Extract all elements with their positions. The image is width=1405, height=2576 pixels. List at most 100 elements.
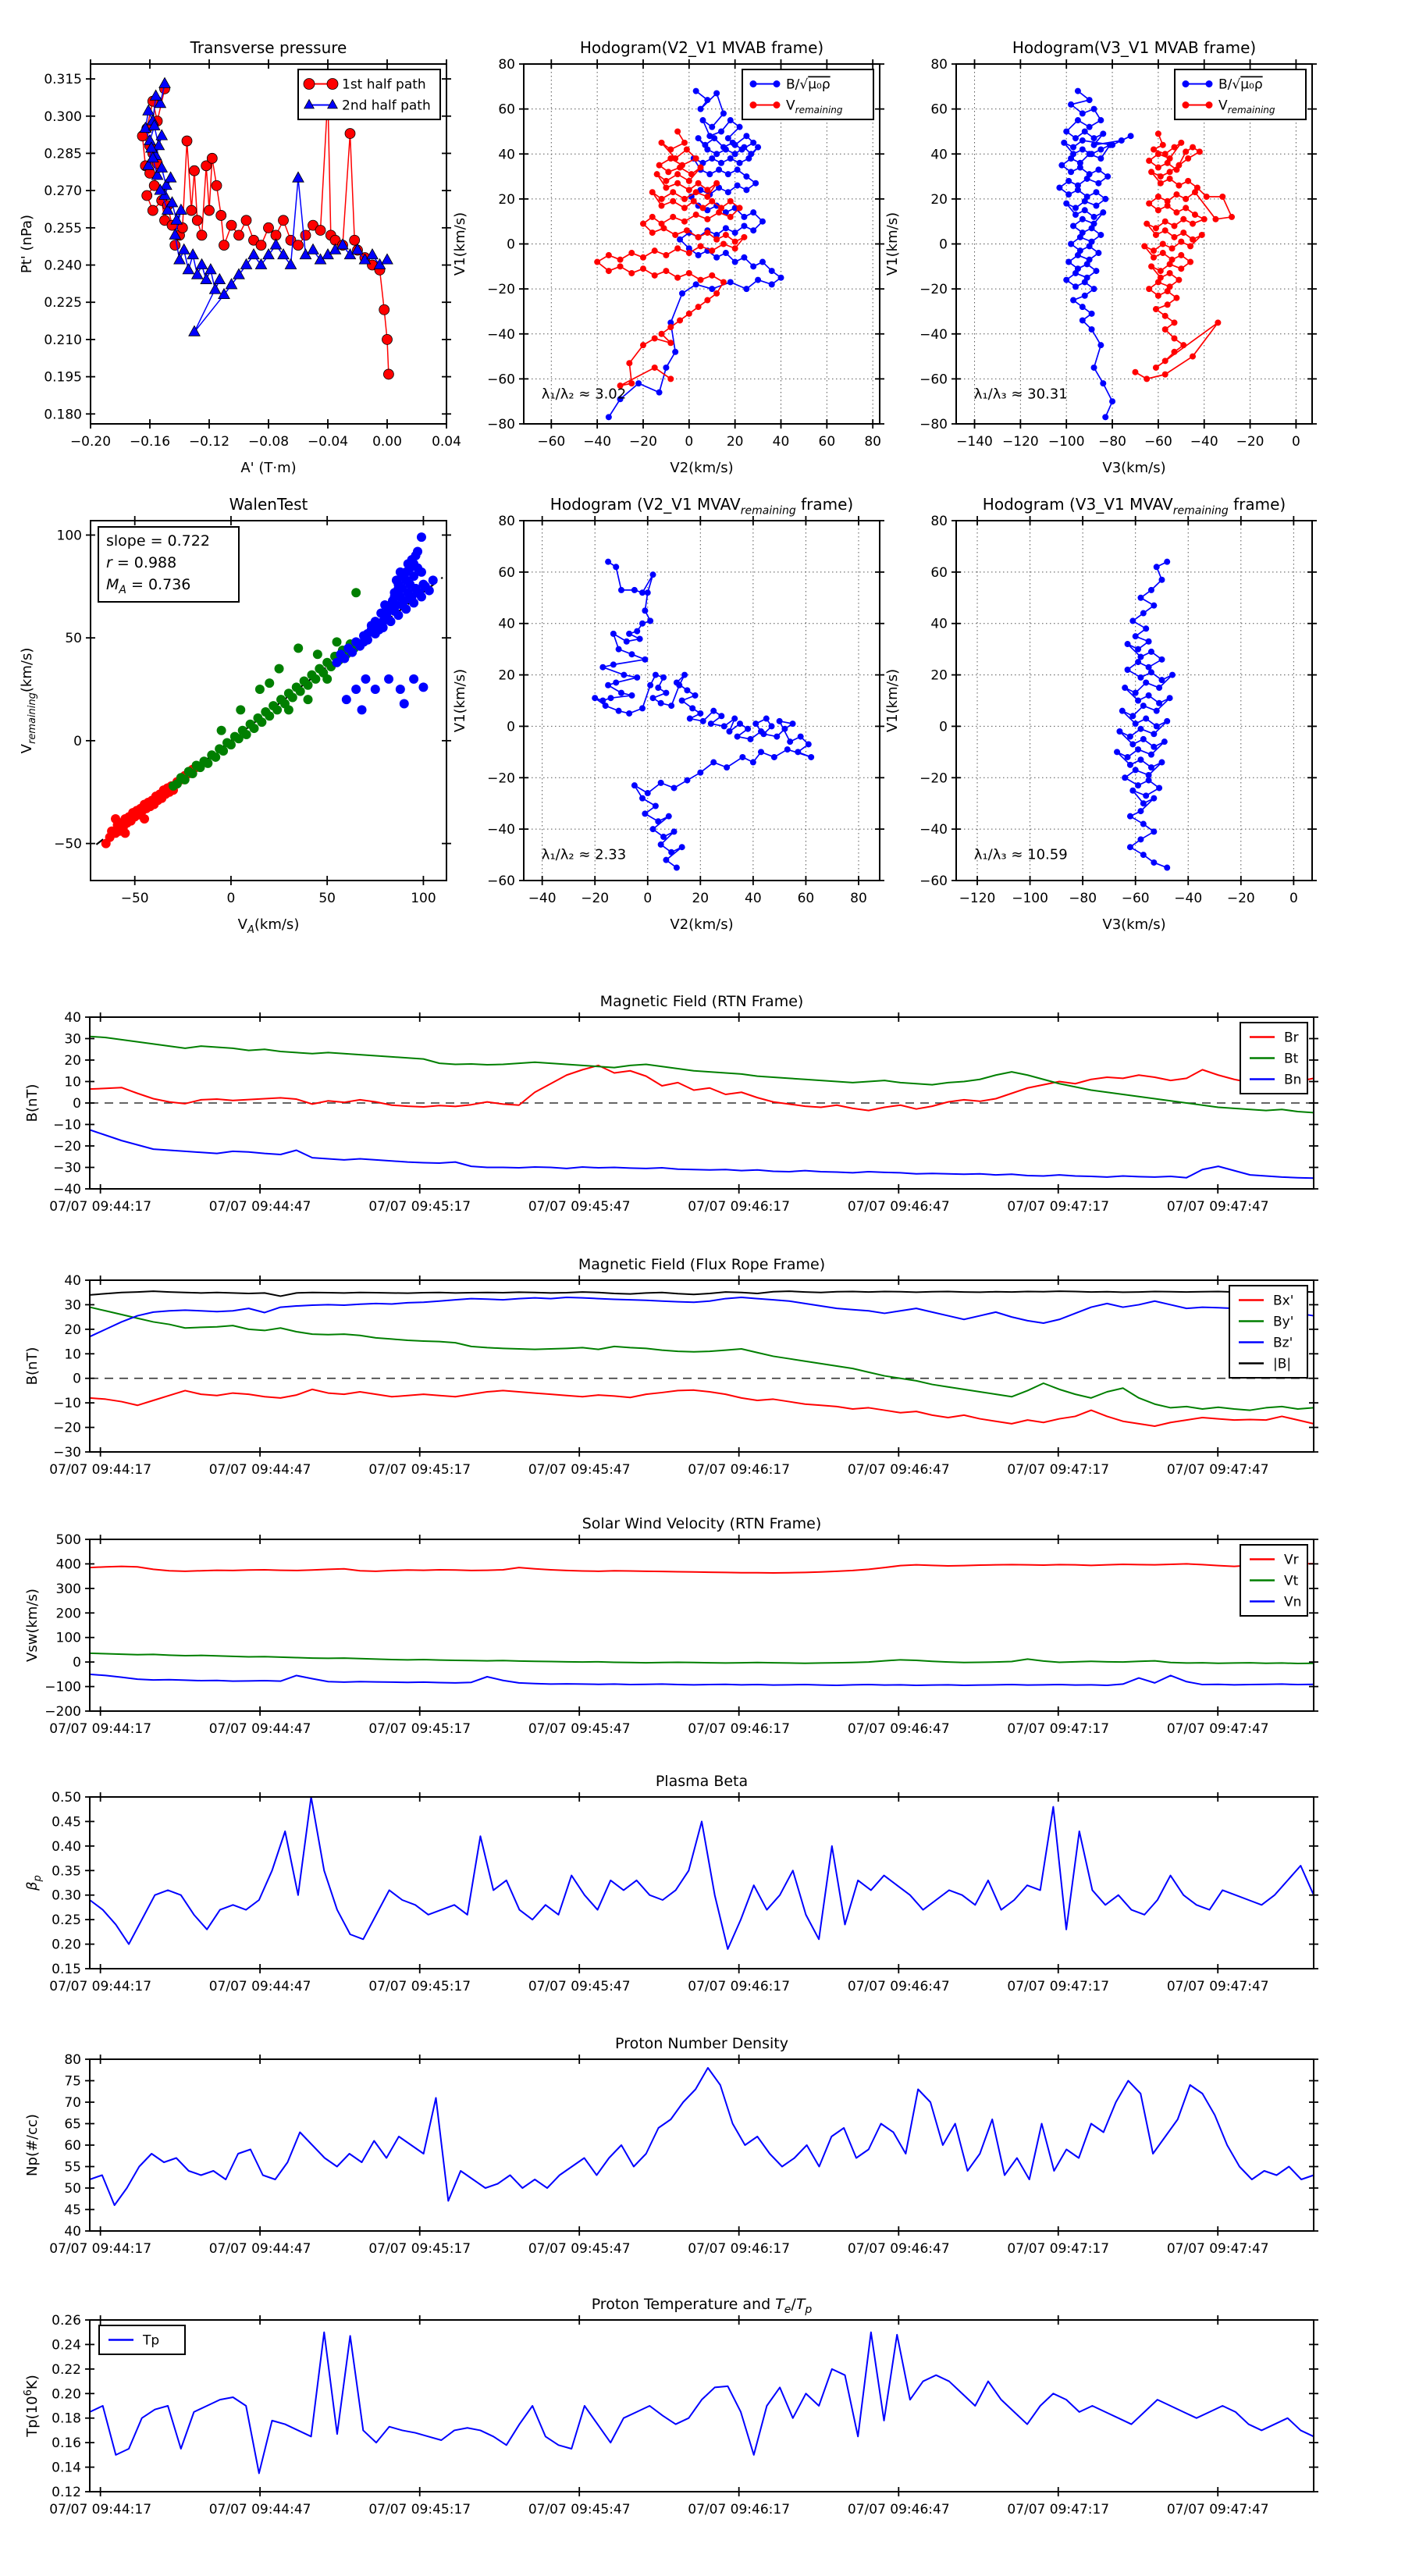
legend-label: Vremaining — [1218, 98, 1275, 116]
legend: B/√μ₀ρ Vremaining — [742, 69, 874, 120]
y-axis-label: V1(km/s) — [884, 669, 901, 732]
y-tick-label: 0.20 — [52, 2386, 81, 2402]
y-tick-label: 80 — [498, 57, 515, 73]
y-axis-label: Np(#/cc) — [24, 2114, 41, 2176]
y-tick-label: −20 — [919, 282, 948, 297]
y-tick-label: −20 — [487, 770, 515, 786]
chart-title: Hodogram(V3_V1 MVAB frame) — [1012, 38, 1256, 57]
series-Bt — [89, 1035, 1314, 1114]
x-tick-label: 07/07 09:44:17 — [49, 1721, 151, 1737]
y-tick-label: 40 — [64, 1010, 81, 1026]
y-tick-label: −60 — [919, 873, 948, 889]
y-tick-label: 500 — [56, 1532, 81, 1548]
y-tick-label: 40 — [930, 147, 948, 162]
x-axis-label: V3(km/s) — [1102, 916, 1165, 933]
legend-label: By' — [1273, 1315, 1293, 1330]
x-tick-label: 100 — [411, 891, 436, 906]
legend-label: Vremaining — [786, 98, 843, 116]
chart-pe: 07/07 09:44:17 07/07 09:44:47 07/07 09:45:… — [24, 2035, 1318, 2257]
y-tick-label: 0.15 — [52, 1962, 81, 1977]
y-axis-label: B(nT) — [24, 1084, 41, 1123]
y-tick-label: 20 — [64, 1053, 81, 1069]
legend-label: B/√μ₀ρ — [786, 77, 831, 93]
x-tick-label: 07/07 09:44:17 — [49, 2502, 151, 2517]
y-tick-label: 0.40 — [52, 1839, 81, 1855]
y-tick-label: 100 — [57, 528, 82, 543]
axis-ticks: 07/07 09:44:17 07/07 09:44:47 07/07 09:45:… — [44, 1532, 1318, 1737]
series-B-abs — [89, 1290, 1314, 1297]
legend: 1st half path 2nd half path — [297, 69, 441, 120]
y-axis-label: V1(km/s) — [452, 669, 468, 732]
y-tick-label: 0.225 — [44, 295, 82, 311]
legend-label: Br — [1284, 1030, 1299, 1046]
x-tick-label: 0 — [227, 891, 236, 906]
y-tick-label: 0.35 — [52, 1863, 81, 1879]
legend: B/√μ₀ρ Vremaining — [1174, 69, 1307, 120]
y-tick-label: 0.270 — [44, 183, 82, 199]
x-tick-label: 07/07 09:44:47 — [209, 1721, 311, 1737]
x-tick-label: −0.20 — [70, 434, 111, 450]
x-tick-label: 07/07 09:44:47 — [209, 1462, 311, 1478]
x-tick-label: −80 — [1098, 434, 1126, 450]
x-tick-label: 07/07 09:44:47 — [209, 2241, 311, 2257]
y-tick-label: −40 — [919, 822, 948, 838]
x-tick-label: 07/07 09:46:47 — [848, 1199, 950, 1215]
y-axis-label: βp — [24, 1875, 44, 1891]
y-tick-label: 0.30 — [52, 1888, 81, 1904]
y-tick-label: 50 — [65, 631, 82, 646]
legend-label: Bn — [1284, 1073, 1301, 1088]
x-tick-label: 07/07 09:46:17 — [688, 1979, 790, 1994]
series-B-alfven — [605, 87, 784, 421]
chart-title: Hodogram (V2_V1 MVAVremaining frame) — [550, 495, 853, 517]
y-tick-label: 0 — [939, 719, 948, 735]
x-tick-label: 07/07 09:46:17 — [688, 1721, 790, 1737]
y-tick-label: 0 — [73, 1655, 81, 1670]
x-tick-label: 07/07 09:46:17 — [688, 1462, 790, 1478]
y-tick-label: 0.45 — [52, 1814, 81, 1830]
legend-label: Tp — [142, 2333, 159, 2349]
y-tick-label: 10 — [64, 1075, 81, 1091]
y-tick-label: −20 — [919, 770, 948, 786]
legend-label: |B| — [1273, 1357, 1291, 1372]
x-tick-label: −40 — [1190, 434, 1218, 450]
x-tick-label: −20 — [581, 891, 609, 906]
y-tick-label: 30 — [64, 1032, 81, 1048]
series-Bz-prime — [89, 1297, 1314, 1338]
y-tick-label: 60 — [930, 102, 948, 118]
x-tick-label: 07/07 09:45:47 — [528, 2241, 631, 2257]
x-tick-label: 07/07 09:47:17 — [1007, 1721, 1109, 1737]
x-tick-label: 20 — [727, 434, 744, 450]
chart-title: Hodogram(V2_V1 MVAB frame) — [580, 38, 823, 57]
y-tick-label: −60 — [919, 372, 948, 387]
x-tick-label: −100 — [1012, 891, 1048, 906]
y-tick-label: 0 — [507, 237, 515, 253]
y-axis-label: V1(km/s) — [884, 212, 901, 276]
stats-line: MA = 0.736 — [106, 576, 190, 596]
chart-p5: −40 −20 0 20 40 60 80 −60 −40 −20 0 20 40 60 80 Hodogra… — [452, 495, 884, 933]
y-tick-label: 40 — [498, 147, 515, 162]
y-tick-label: 200 — [56, 1606, 81, 1621]
chart-p4: −50 0 50 100 −50 0 50 100 WalenTest VA(km/s) Vrema… — [19, 495, 451, 936]
axis-ticks: 07/07 09:44:17 07/07 09:44:47 07/07 09:45:… — [49, 2052, 1318, 2257]
y-tick-label: 0.25 — [52, 1912, 81, 1928]
chart-title: Transverse pressure — [190, 38, 347, 57]
x-tick-label: −40 — [1174, 891, 1202, 906]
chart-title: Plasma Beta — [656, 1773, 748, 1790]
grid — [524, 520, 880, 881]
y-tick-label: −40 — [487, 327, 515, 343]
y-tick-label: 80 — [930, 514, 948, 529]
y-tick-label: 10 — [64, 1347, 81, 1362]
y-tick-label: 20 — [498, 668, 515, 684]
legend: Tp — [98, 2325, 186, 2355]
y-tick-label: 40 — [498, 617, 515, 632]
y-tick-label: 40 — [64, 1273, 81, 1289]
x-tick-label: 07/07 09:47:47 — [1167, 1721, 1269, 1737]
axis-ticks: 07/07 09:44:17 07/07 09:44:47 07/07 09:45:… — [49, 1010, 1318, 1215]
legend-label: Bx' — [1273, 1293, 1293, 1309]
x-tick-label: 07/07 09:46:47 — [848, 1721, 950, 1737]
chart-title: Magnetic Field (Flux Rope Frame) — [578, 1256, 825, 1273]
axis-ticks: 07/07 09:44:17 07/07 09:44:47 07/07 09:45:… — [49, 2313, 1318, 2517]
y-tick-label: 20 — [930, 668, 948, 684]
x-tick-label: 07/07 09:45:47 — [528, 2502, 631, 2517]
